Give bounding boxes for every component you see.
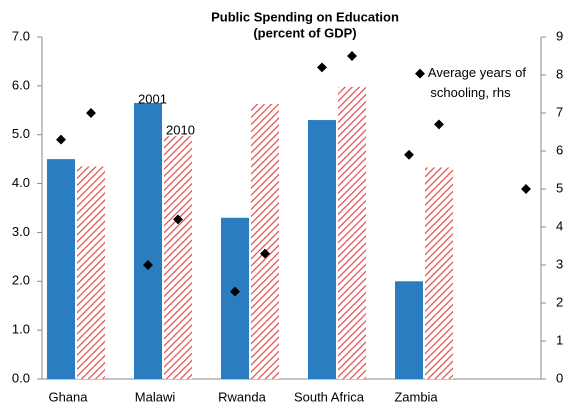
- legend-label: Average years of schooling, rhs: [427, 65, 526, 100]
- x-tick-label: Rwanda: [218, 389, 266, 404]
- y-tick-label: 4.0: [12, 175, 30, 190]
- legend-marker: ◆: [415, 65, 426, 80]
- y2-tick-label: 4: [556, 218, 563, 233]
- y2-tick-label: 9: [556, 28, 563, 43]
- y2-tick-label: 5: [556, 180, 563, 195]
- bar: [164, 136, 192, 379]
- bar: [77, 166, 105, 379]
- x-tick-label: Malawi: [135, 389, 176, 404]
- marker: [347, 51, 357, 61]
- annotation: 2001: [138, 91, 167, 106]
- marker: [230, 286, 240, 297]
- x-tick-label: Zambia: [394, 389, 438, 404]
- y2-tick-label: 6: [556, 142, 563, 157]
- y-tick-label: 6.0: [12, 77, 30, 92]
- x-tick-label: Ghana: [48, 389, 88, 404]
- y-tick-label: 7.0: [12, 28, 30, 43]
- bar: [251, 103, 279, 379]
- bar: [221, 217, 249, 379]
- y2-tick-label: 0: [556, 370, 563, 385]
- marker: [56, 134, 66, 145]
- marker: [404, 149, 414, 160]
- bar: [338, 86, 366, 379]
- marker: [173, 214, 183, 225]
- y2-tick-label: 1: [556, 332, 563, 347]
- marker: [86, 108, 96, 118]
- chart-title: Public Spending on Education: [211, 9, 399, 24]
- marker: [434, 119, 444, 130]
- marker: [317, 62, 327, 73]
- bar: [425, 167, 453, 379]
- y-tick-label: 5.0: [12, 126, 30, 141]
- y2-tick-label: 2: [556, 294, 563, 309]
- y2-tick-label: 3: [556, 256, 563, 271]
- y-tick-label: 1.0: [12, 322, 30, 337]
- marker: [260, 248, 270, 259]
- annotation: 2010: [166, 122, 195, 137]
- y2-tick-label: 8: [556, 66, 563, 81]
- legend: ◆ Average years of schooling, rhs: [408, 63, 533, 103]
- bar: [395, 281, 423, 379]
- y-tick-label: 2.0: [12, 273, 30, 288]
- bar: [134, 102, 162, 379]
- bar: [308, 120, 336, 380]
- y2-tick-label: 7: [556, 104, 563, 119]
- x-tick-label: South Africa: [294, 389, 365, 404]
- marker: [143, 260, 153, 270]
- marker: [521, 184, 531, 194]
- bar: [47, 159, 75, 379]
- chart-subtitle: (percent of GDP): [253, 25, 356, 40]
- y-tick-label: 0.0: [12, 370, 30, 385]
- y-tick-label: 3.0: [12, 224, 30, 239]
